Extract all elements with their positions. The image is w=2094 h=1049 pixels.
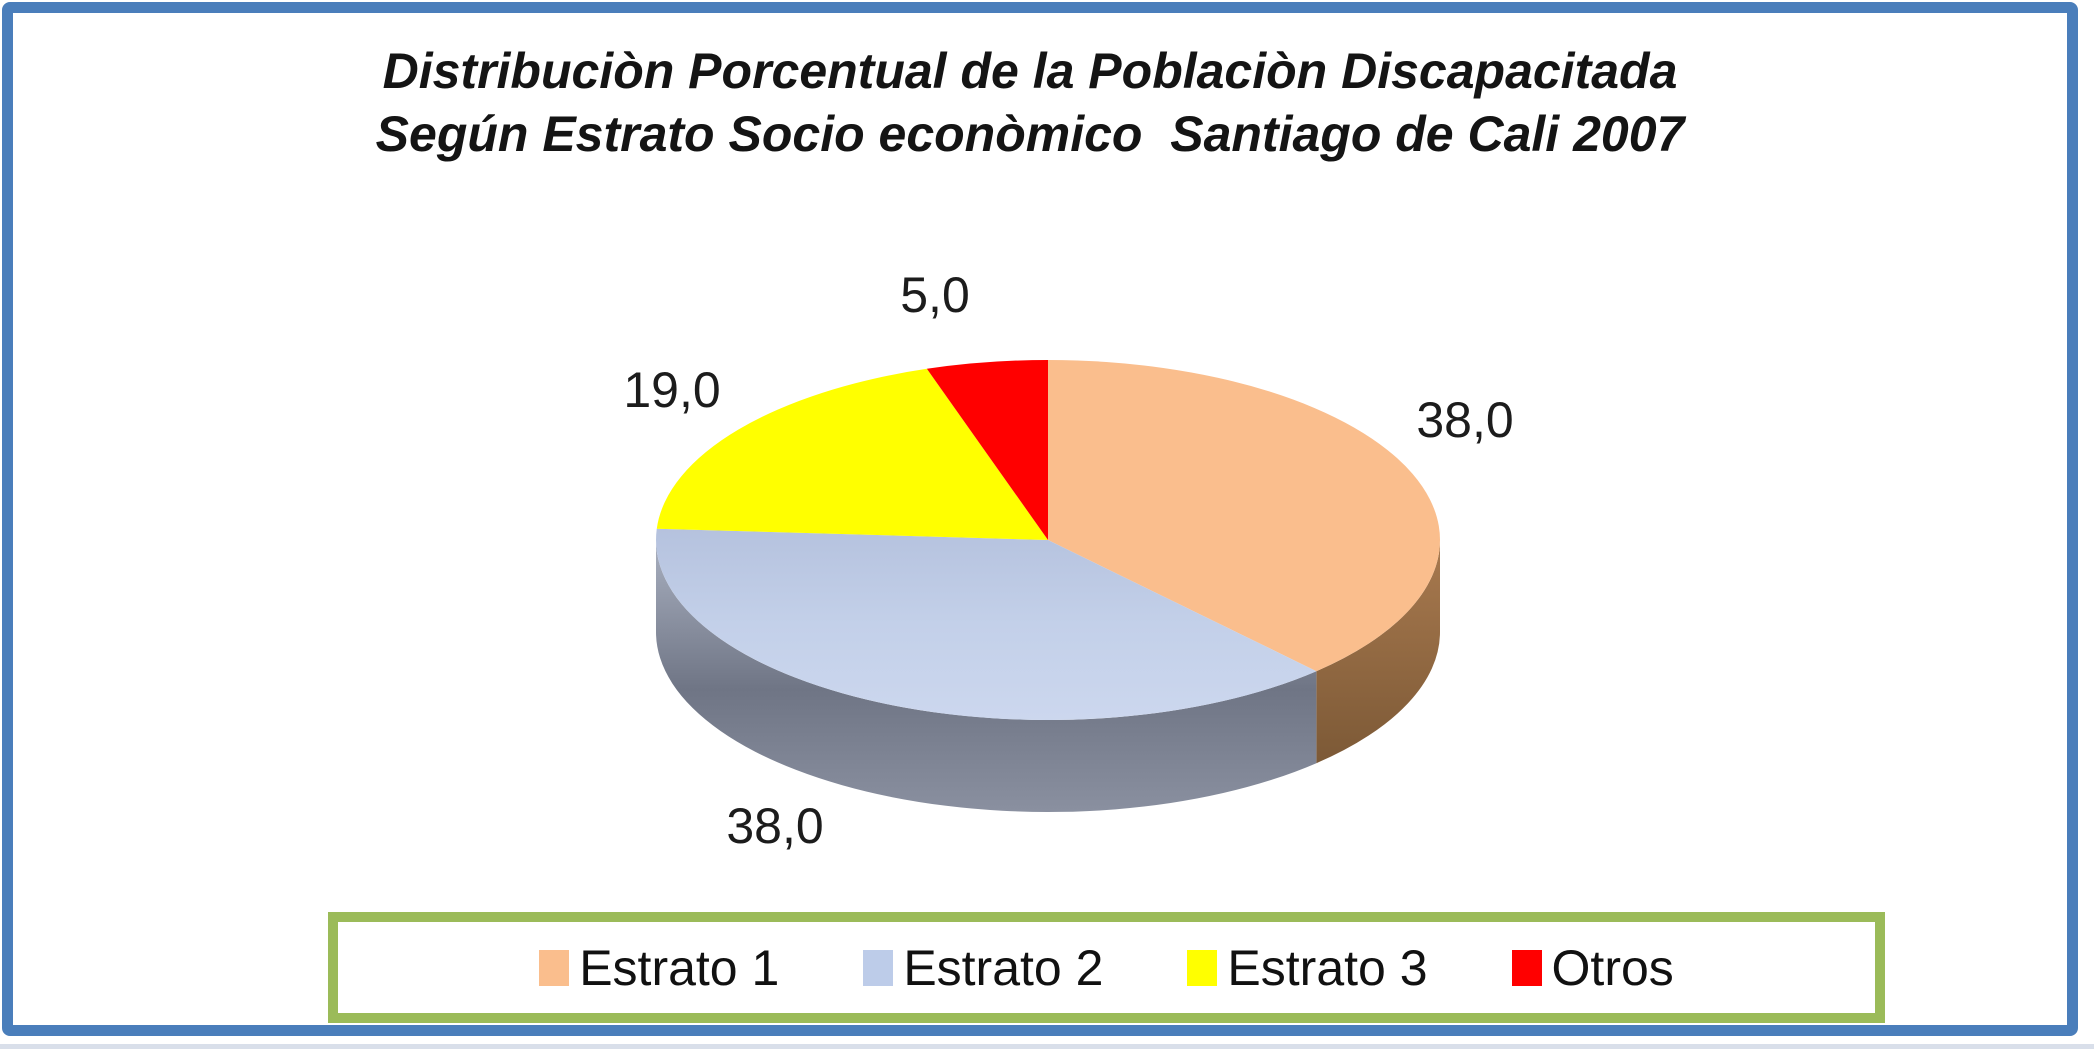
legend-swatch-otros <box>1511 949 1542 986</box>
data-label-estrato-3: 19,0 <box>623 362 721 418</box>
pie-slice-otros[interactable] <box>926 360 1048 540</box>
data-label-otros: 5,0 <box>900 267 970 323</box>
legend-label-estrato-3: Estrato 3 <box>1227 939 1428 996</box>
chart-title-line1: Distribuciòn Porcentual de la Poblaciòn … <box>382 43 1678 99</box>
legend: Estrato 1 Estrato 2 Estrato 3 Otros <box>328 912 1885 1023</box>
pie-slice-estrato-1[interactable] <box>1048 360 1440 672</box>
legend-label-estrato-2: Estrato 2 <box>903 939 1104 996</box>
legend-swatch-estrato-1 <box>539 949 570 986</box>
chart-title-line2: Según Estrato Socio econòmico Santiago d… <box>375 106 1685 162</box>
legend-label-otros: Otros <box>1551 939 1674 996</box>
pie-slice-side-estrato-2[interactable] <box>656 540 1317 812</box>
legend-item-estrato-2[interactable]: Estrato 2 <box>863 943 1103 993</box>
legend-label-estrato-1: Estrato 1 <box>579 939 780 996</box>
chart-title: Distribuciòn Porcentual de la Poblaciòn … <box>0 40 2060 166</box>
pie-slice-estrato-3[interactable] <box>656 368 1048 540</box>
legend-item-estrato-3[interactable]: Estrato 3 <box>1187 939 1428 996</box>
legend-swatch-estrato-2 <box>863 949 894 986</box>
data-label-estrato-2: 38,0 <box>726 798 824 854</box>
pie-slice-side-estrato-1[interactable] <box>1316 540 1440 764</box>
legend-item-estrato-1[interactable]: Estrato 1 <box>539 943 779 993</box>
data-label-estrato-1: 38,0 <box>1416 392 1514 448</box>
page-bottom-edge <box>0 1044 2094 1049</box>
pie-slice-estrato-2[interactable] <box>656 528 1317 720</box>
legend-item-otros[interactable]: Otros <box>1511 939 1674 996</box>
legend-swatch-estrato-3 <box>1187 949 1218 986</box>
